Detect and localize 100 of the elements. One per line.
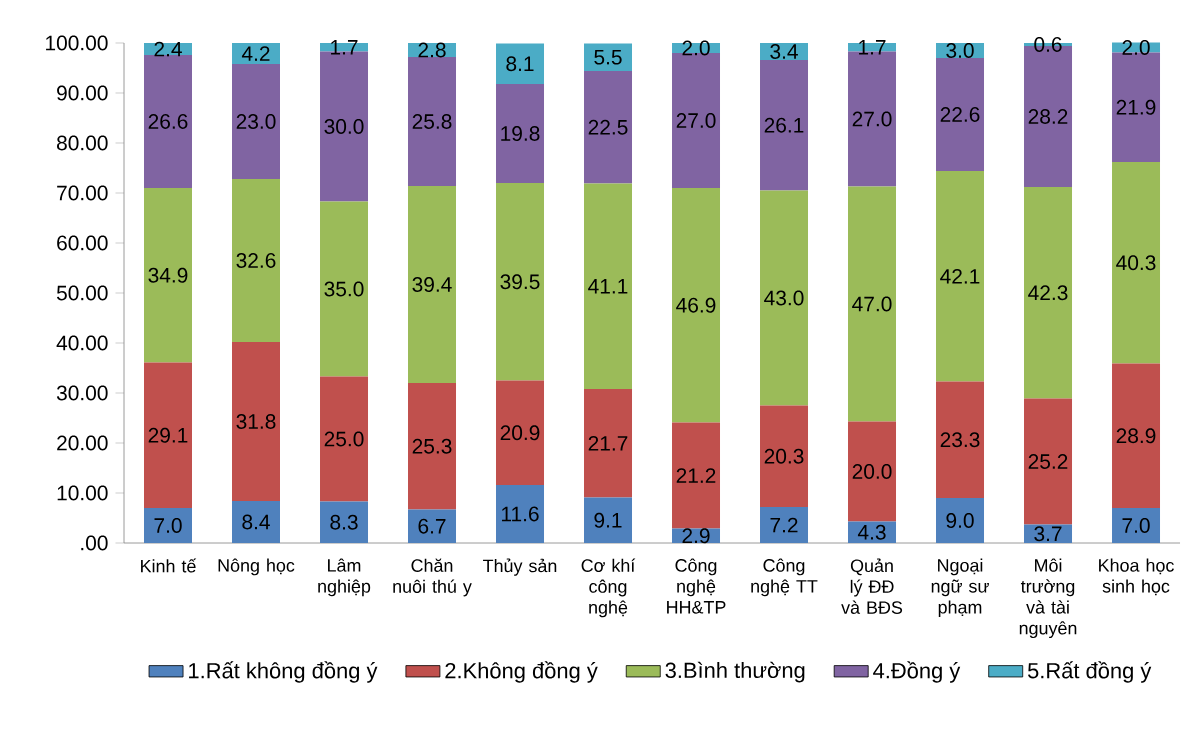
data-label: 28.2 <box>1028 109 1068 124</box>
data-label: 34.9 <box>148 267 188 283</box>
legend-label: 5.Rất đồng ý <box>1027 661 1152 683</box>
y-tick-label: .00 <box>81 535 108 551</box>
data-label: 3.7 <box>1034 526 1062 542</box>
bar <box>936 498 985 543</box>
x-tick-label: Công nghệ TT <box>751 558 818 597</box>
bar <box>936 57 985 171</box>
legend-label: 1.Rất không đồng ý <box>189 661 378 683</box>
bar <box>496 485 545 543</box>
data-label: 2.9 <box>682 528 710 544</box>
bar <box>144 362 192 508</box>
data-label: 31.8 <box>236 414 276 429</box>
data-label: 47.0 <box>852 296 892 312</box>
bar <box>584 389 633 498</box>
bar <box>584 43 633 71</box>
bar <box>848 186 897 422</box>
legend-label: 2.Không đồng ý <box>445 661 598 683</box>
data-label: 25.8 <box>412 114 452 129</box>
legend-label: 4.Đồng ý <box>873 661 961 683</box>
x-tick-label: Ngoại ngữ sư phạm <box>931 558 989 618</box>
bar <box>144 188 192 363</box>
x-tick-label: Cơ khí công nghệ <box>581 558 636 618</box>
data-label: 46.9 <box>676 297 716 313</box>
data-label: 28.9 <box>1116 428 1156 444</box>
data-label: 29.1 <box>148 427 188 443</box>
data-label: 23.0 <box>236 114 276 129</box>
x-tick-label: Kinh tế <box>141 558 197 573</box>
x-tick-label: Chăn nuôi thú y <box>393 558 472 597</box>
x-tick-label: Môi trường và tài nguyên <box>1019 558 1077 639</box>
data-label: 4.2 <box>241 46 270 61</box>
y-tick-label: 20.00 <box>57 435 108 451</box>
data-label: 30.0 <box>324 119 364 134</box>
data-label: 2.0 <box>1122 40 1150 55</box>
bar <box>496 43 545 84</box>
y-tick-label: 100.00 <box>46 35 108 51</box>
data-label: 2.8 <box>418 42 446 58</box>
data-label: 3.4 <box>770 44 798 59</box>
data-label: 39.4 <box>412 277 452 292</box>
bar <box>320 201 369 377</box>
data-label: 26.1 <box>764 117 804 133</box>
data-label: 9.0 <box>946 513 974 528</box>
data-label: 39.5 <box>500 274 540 290</box>
data-label: 3.0 <box>946 43 974 58</box>
data-label: 8.1 <box>506 56 534 72</box>
y-tick-label: 90.00 <box>57 85 108 101</box>
bar <box>408 56 457 186</box>
bar <box>936 171 985 382</box>
data-label: 1.7 <box>331 40 358 55</box>
bar <box>672 422 721 529</box>
data-label: 7.2 <box>770 517 798 533</box>
data-label: 26.6 <box>148 114 188 129</box>
bar <box>584 497 633 543</box>
data-label: 4.3 <box>857 524 886 540</box>
data-label: 22.6 <box>940 107 980 122</box>
bar <box>408 509 457 543</box>
data-label: 22.5 <box>588 119 628 135</box>
data-label: 7.0 <box>154 518 182 533</box>
data-label: 11.6 <box>502 506 539 522</box>
y-tick-label: 50.00 <box>56 285 108 301</box>
bar <box>936 381 985 498</box>
bar <box>408 383 457 510</box>
bar <box>320 501 369 543</box>
data-label: 27.0 <box>676 113 716 128</box>
data-label: 8.3 <box>330 514 358 530</box>
bar <box>760 190 809 406</box>
x-tick-label: Công nghệ HH&TP <box>667 558 726 614</box>
data-label: 21.7 <box>588 435 628 451</box>
bar <box>1112 162 1161 364</box>
data-label: 32.6 <box>236 253 276 268</box>
data-label: 7.0 <box>1122 518 1150 533</box>
data-label: 25.2 <box>1028 454 1068 469</box>
data-label: 40.3 <box>1116 255 1156 271</box>
data-label: 2.0 <box>682 40 710 56</box>
bar <box>1024 398 1073 525</box>
bar <box>1112 363 1161 508</box>
x-tick-label: Lâm nghiệp <box>318 558 371 597</box>
data-label: 41.1 <box>588 279 628 294</box>
bar <box>232 63 280 179</box>
y-tick-label: 10.00 <box>57 485 108 501</box>
bar <box>320 376 369 502</box>
bar <box>408 186 457 383</box>
bar <box>760 59 809 191</box>
bar <box>760 405 809 507</box>
x-tick-label: Quản lý ĐĐ và BĐS <box>841 558 903 614</box>
bar <box>1112 508 1161 543</box>
x-tick-label: Khoa học sinh học <box>1099 558 1174 596</box>
bar <box>496 83 545 183</box>
data-label: 43.0 <box>764 290 804 306</box>
y-tick-label: 60.00 <box>57 235 108 251</box>
data-label: 35.0 <box>324 281 364 297</box>
data-label: 1.7 <box>859 40 886 55</box>
y-tick-label: 40.00 <box>56 335 108 351</box>
legend-label: 3.Bình thường <box>665 661 805 683</box>
data-label: 42.1 <box>940 268 980 284</box>
data-label: 21.2 <box>676 468 716 483</box>
data-label: 42.3 <box>1028 285 1068 301</box>
data-label: 25.0 <box>324 431 364 447</box>
y-tick-label: 30.00 <box>56 385 108 401</box>
data-label: 20.0 <box>852 464 892 479</box>
